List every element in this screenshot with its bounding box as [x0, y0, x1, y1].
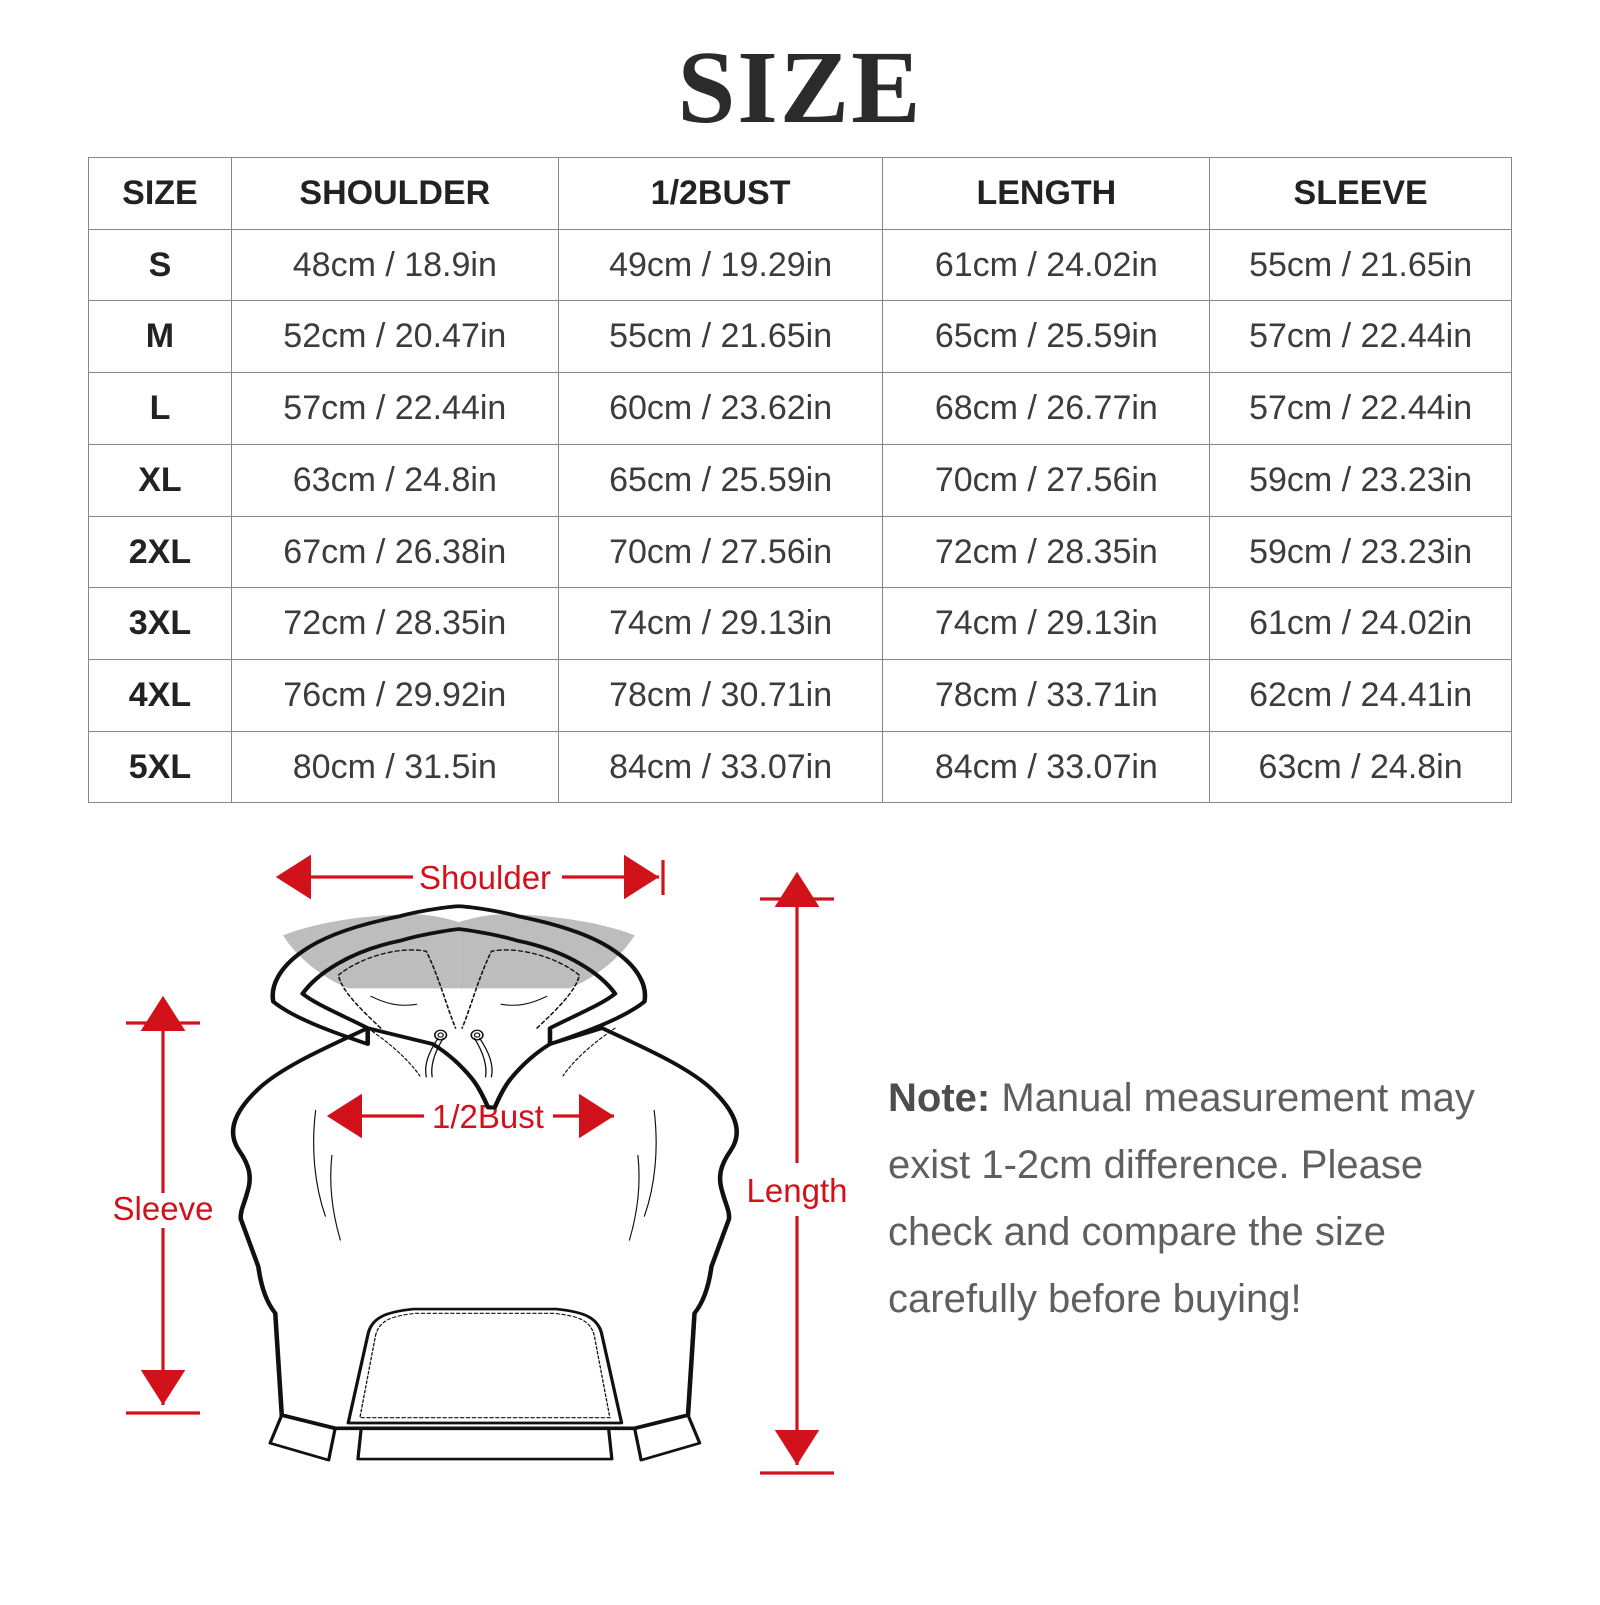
- svg-text:Shoulder: Shoulder: [419, 859, 551, 896]
- svg-text:Sleeve: Sleeve: [113, 1190, 214, 1227]
- svg-text:Length: Length: [747, 1172, 848, 1209]
